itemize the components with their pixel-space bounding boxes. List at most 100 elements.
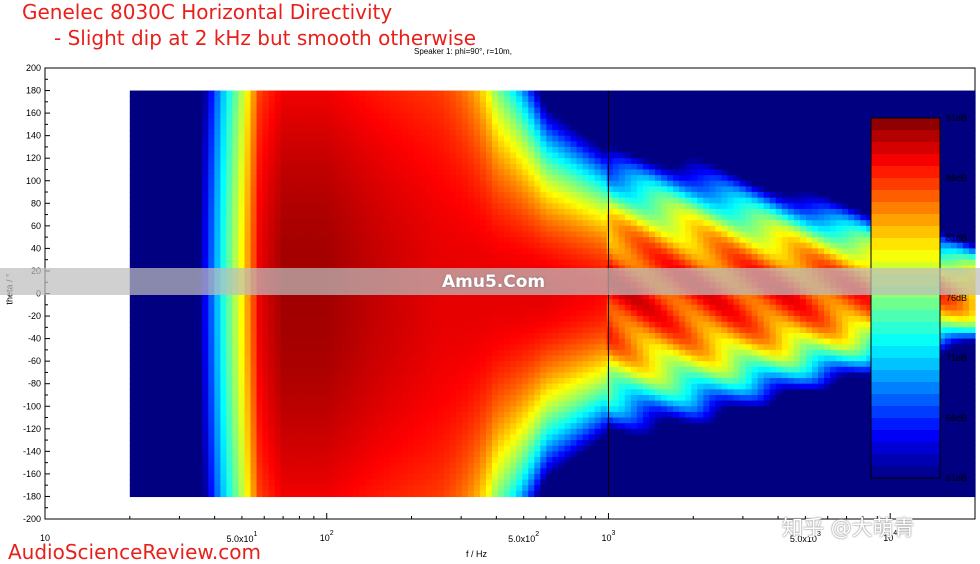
heatmap-cell — [377, 175, 384, 182]
heatmap-cell — [262, 468, 270, 475]
heatmap-cell — [492, 394, 499, 402]
heatmap-cell — [407, 214, 415, 221]
heatmap-cell — [262, 135, 270, 142]
heatmap-cell — [389, 428, 397, 436]
heatmap-cell — [335, 203, 342, 210]
heatmap-cell — [341, 451, 348, 458]
heatmap-cell — [437, 490, 445, 498]
heatmap-cell — [492, 400, 499, 407]
heatmap-cell — [359, 135, 366, 142]
heatmap-cell — [208, 214, 215, 221]
heatmap-cell — [262, 479, 270, 486]
heatmap-cell — [504, 468, 511, 475]
heatmap-cell — [461, 411, 469, 419]
heatmap-cell — [244, 293, 252, 300]
heatmap-cell — [298, 208, 306, 216]
heatmap-cell — [443, 107, 451, 114]
heatmap-cell — [516, 344, 523, 351]
heatmap-cell — [220, 417, 228, 424]
heatmap-cell — [389, 304, 397, 312]
heatmap-cell — [461, 462, 469, 469]
heatmap-cell — [486, 208, 493, 216]
heatmap-cell — [184, 175, 191, 182]
heatmap-cell — [214, 180, 221, 187]
heatmap-cell — [304, 304, 312, 312]
heatmap-cell — [147, 316, 155, 323]
heatmap-cell — [359, 180, 366, 187]
heatmap-cell — [437, 220, 445, 227]
heatmap-cell — [159, 383, 167, 390]
heatmap-cell — [359, 293, 366, 300]
heatmap-cell — [316, 293, 324, 300]
heatmap-cell — [292, 332, 300, 340]
heatmap-cell — [341, 248, 348, 255]
heatmap-cell — [172, 456, 179, 464]
heatmap-cell — [443, 248, 451, 255]
heatmap-cell — [510, 197, 517, 204]
heatmap-cell — [534, 130, 541, 137]
heatmap-cell — [232, 231, 240, 238]
heatmap-cell — [166, 468, 173, 475]
heatmap-cell — [153, 90, 161, 97]
heatmap-cell — [196, 451, 203, 458]
heatmap-cell — [437, 158, 445, 165]
heatmap-cell — [365, 468, 372, 475]
heatmap-cell — [329, 456, 336, 464]
heatmap-cell — [166, 192, 173, 199]
heatmap-cell — [304, 490, 312, 498]
heatmap-cell — [407, 259, 415, 266]
heatmap-cell — [461, 394, 469, 402]
heatmap-cell — [492, 485, 499, 492]
heatmap-cell — [353, 394, 360, 402]
heatmap-cell — [316, 445, 324, 452]
heatmap-cell — [516, 214, 523, 221]
heatmap-cell — [292, 130, 300, 137]
heatmap-cell — [522, 338, 529, 345]
heatmap-cell — [323, 406, 330, 413]
heatmap-cell — [371, 321, 378, 328]
heatmap-cell — [329, 130, 336, 137]
heatmap-cell — [504, 118, 511, 125]
heatmap-cell — [377, 130, 384, 137]
heatmap-cell — [467, 203, 475, 210]
heatmap-cell — [473, 214, 481, 221]
heatmap-cell — [510, 361, 517, 368]
heatmap-cell — [304, 327, 312, 334]
heatmap-cell — [190, 434, 197, 441]
heatmap-cell — [202, 135, 209, 142]
heatmap-cell — [365, 237, 372, 244]
heatmap-cell — [401, 490, 409, 498]
heatmap-cell — [159, 96, 167, 103]
heatmap-cell — [323, 468, 330, 475]
heatmap-cell — [540, 231, 547, 238]
heatmap-cell — [359, 355, 366, 362]
heatmap-cell — [401, 214, 409, 221]
heatmap-cell — [292, 310, 300, 317]
heatmap-cell — [461, 490, 469, 498]
heatmap-cell — [383, 423, 391, 430]
heatmap-cell — [401, 248, 409, 255]
heatmap-cell — [516, 400, 523, 407]
heatmap-cell — [129, 310, 137, 317]
heatmap-cell — [449, 451, 457, 458]
heatmap-cell — [196, 361, 203, 368]
heatmap-cell — [522, 361, 529, 368]
heatmap-cell — [443, 456, 451, 464]
heatmap-cell — [498, 158, 505, 165]
heatmap-cell — [353, 417, 360, 424]
heatmap-cell — [316, 248, 324, 255]
heatmap-cell — [395, 468, 403, 475]
heatmap-cell — [304, 231, 312, 238]
heatmap-cell — [528, 462, 535, 469]
heatmap-cell — [335, 468, 342, 475]
heatmap-cell — [135, 242, 143, 249]
heatmap-cell — [208, 220, 215, 227]
heatmap-cell — [196, 175, 203, 182]
heatmap-cell — [479, 310, 487, 317]
heatmap-cell — [159, 163, 167, 171]
heatmap-cell — [353, 248, 360, 255]
heatmap-cell — [353, 332, 360, 340]
heatmap-cell — [184, 135, 191, 142]
heatmap-cell — [371, 192, 378, 199]
heatmap-cell — [401, 378, 409, 385]
